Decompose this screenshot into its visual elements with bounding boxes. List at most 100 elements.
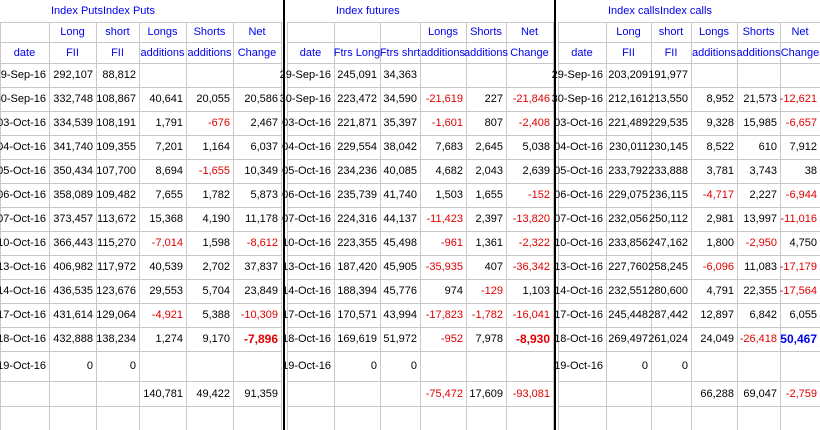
table-cell: 19-Oct-16	[554, 360, 603, 372]
table-cell: 37,837	[244, 261, 278, 273]
table-cell: 30-Sep-16	[279, 93, 331, 105]
table-cell: 07-Oct-16	[554, 213, 603, 225]
table-cell: 21,573	[743, 93, 777, 105]
grid-line	[287, 22, 288, 430]
column-header: Long	[60, 26, 85, 38]
table-cell: 8,952	[706, 93, 734, 105]
table-cell: 2,397	[475, 213, 503, 225]
grid-line	[558, 255, 820, 256]
table-cell: 191,977	[648, 69, 688, 81]
table-cell: 187,420	[337, 261, 377, 273]
grid-line	[0, 303, 281, 304]
column-header: additions	[420, 46, 466, 59]
table-cell: -152	[527, 189, 550, 201]
table-cell: 34,363	[383, 69, 417, 81]
table-cell: 13,997	[743, 213, 777, 225]
table-cell: 38	[804, 165, 817, 177]
table-cell: 406,982	[53, 261, 93, 273]
table-cell: 13-Oct-16	[554, 261, 603, 273]
column-header: additions	[187, 46, 232, 59]
grid-line	[0, 135, 281, 136]
table-cell: 229,554	[337, 141, 377, 153]
table-cell: 2,043	[475, 165, 503, 177]
grid-line	[186, 22, 187, 430]
table-cell: 233,792	[608, 165, 648, 177]
table-cell: 8,694	[155, 165, 183, 177]
grid-line	[380, 22, 381, 430]
table-cell: 50,467	[780, 332, 817, 346]
column-header	[334, 22, 380, 42]
table-cell: 358,089	[53, 189, 93, 201]
grid-line	[606, 22, 607, 430]
table-cell: -7,896	[243, 332, 278, 346]
column-header: Shorts	[470, 26, 502, 38]
column-header: additions	[691, 46, 737, 59]
table-cell: 03-Oct-16	[282, 117, 331, 129]
table-cell: 188,394	[337, 285, 377, 297]
table-cell: -7,014	[151, 237, 183, 249]
column-header	[558, 22, 606, 42]
grid-line	[558, 87, 820, 88]
table-cell: 2,981	[706, 213, 734, 225]
table-cell: 245,448	[608, 309, 648, 321]
table-cell: -13,820	[512, 213, 550, 225]
table-cell: 610	[758, 141, 777, 153]
table-cell: 18-Oct-16	[554, 333, 603, 345]
table-cell: 431,614	[53, 309, 93, 321]
grid-line	[506, 22, 507, 430]
table-cell: 7,201	[155, 141, 183, 153]
grid-line	[466, 22, 467, 430]
table-cell: -6,657	[785, 117, 817, 129]
grid-line	[420, 22, 421, 430]
grid-line	[0, 207, 281, 208]
table-cell: 2,227	[749, 189, 777, 201]
table-cell: 04-Oct-16	[282, 141, 331, 153]
column-header: additions	[140, 46, 185, 59]
table-cell: 6,037	[250, 141, 278, 153]
table-cell: 49,422	[196, 387, 230, 400]
table-cell: 88,812	[102, 69, 136, 81]
table-cell: 69,047	[743, 387, 777, 400]
grid-line	[558, 135, 820, 136]
table-cell: 170,571	[337, 309, 377, 321]
table-cell: 15,368	[149, 213, 183, 225]
table-cell: 235,739	[337, 189, 377, 201]
table-cell: 19-Oct-16	[282, 360, 331, 372]
table-cell: -17,564	[779, 285, 817, 297]
table-cell: 373,457	[53, 213, 93, 225]
grid-line	[558, 279, 820, 280]
table-cell: 0	[86, 360, 93, 372]
table-cell: 91,359	[244, 387, 278, 400]
table-cell: -10,309	[240, 309, 278, 321]
table-cell: 40,539	[149, 261, 183, 273]
grid-line	[0, 159, 281, 160]
table-cell: 250,112	[649, 213, 688, 225]
grid-line	[0, 22, 281, 23]
column-header: Shorts	[193, 26, 226, 38]
grid-line	[334, 22, 335, 430]
table-cell: 44,137	[383, 213, 417, 225]
table-cell: 140,781	[143, 387, 183, 400]
table-cell: 1,655	[475, 189, 503, 201]
table-cell: -8,930	[515, 332, 550, 346]
column-header: FII	[622, 46, 635, 59]
table-cell: 10-Oct-16	[554, 237, 603, 249]
table-cell: 109,482	[96, 189, 136, 201]
table-cell: -952	[440, 333, 463, 345]
grid-line	[553, 22, 554, 430]
grid-line	[0, 63, 281, 64]
table-cell: 1,103	[522, 285, 550, 297]
table-cell: 11,178	[245, 213, 278, 225]
column-header: Ftrs shrt	[379, 46, 421, 59]
grid-line	[0, 111, 281, 112]
table-cell: 05-Oct-16	[554, 165, 603, 177]
grid-line	[0, 406, 281, 407]
column-header: Net	[791, 26, 809, 38]
table-cell: 03-Oct-16	[554, 117, 603, 129]
grid-line	[558, 406, 820, 407]
table-cell: 229,535	[648, 117, 688, 129]
table-cell: 117,972	[97, 261, 136, 273]
table-cell: 332,748	[53, 93, 93, 105]
table-cell: 436,535	[53, 285, 93, 297]
